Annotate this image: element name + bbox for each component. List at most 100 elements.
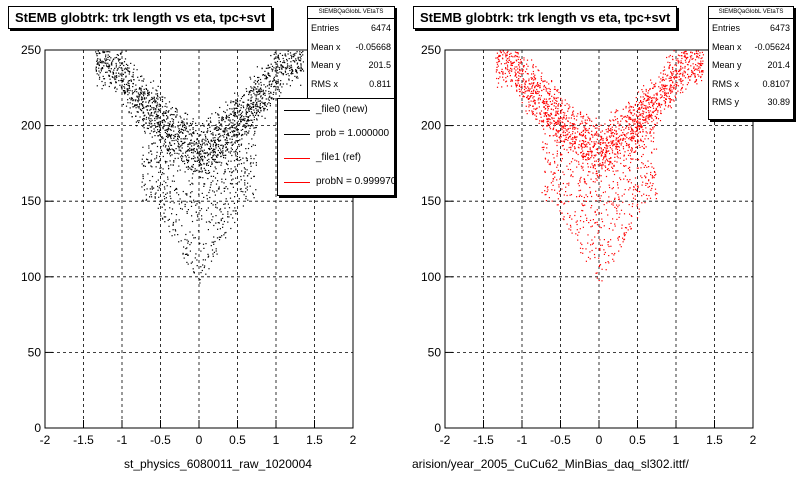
data-point: [119, 64, 121, 66]
data-point: [108, 66, 110, 68]
data-point: [611, 253, 613, 255]
data-point: [515, 74, 517, 76]
data-point: [167, 149, 169, 151]
data-point: [700, 64, 703, 67]
data-point: [143, 161, 145, 163]
data-point: [199, 164, 201, 166]
data-point: [186, 212, 188, 214]
data-point: [604, 160, 606, 162]
data-point: [617, 153, 619, 155]
data-point: [654, 188, 657, 190]
data-point: [260, 109, 262, 111]
data-point: [202, 123, 204, 125]
data-point: [628, 128, 630, 130]
data-point: [603, 225, 605, 227]
data-point: [156, 93, 159, 95]
data-point: [183, 257, 185, 259]
data-point: [177, 170, 179, 172]
data-point: [165, 110, 167, 112]
data-point: [155, 89, 157, 91]
data-point: [632, 119, 634, 121]
data-point: [121, 87, 123, 89]
data-point: [154, 123, 156, 125]
data-point: [208, 172, 210, 174]
data-point: [115, 66, 117, 68]
data-point: [132, 106, 134, 108]
data-point: [607, 160, 609, 162]
data-point: [581, 120, 583, 122]
data-point: [683, 52, 685, 54]
data-point: [521, 69, 523, 71]
data-point: [583, 143, 585, 146]
data-point: [170, 197, 172, 200]
data-point: [230, 126, 232, 128]
x-tick-label: 1: [673, 433, 680, 447]
data-point: [628, 223, 630, 225]
data-point: [634, 140, 636, 142]
data-point: [669, 100, 671, 102]
data-point: [198, 277, 200, 280]
data-point: [596, 224, 599, 226]
data-point: [202, 150, 204, 153]
data-point: [631, 149, 633, 151]
data-point: [225, 231, 227, 234]
data-point: [185, 126, 187, 128]
data-point: [232, 217, 234, 219]
data-point: [697, 67, 699, 69]
data-point: [592, 242, 594, 244]
data-point: [684, 59, 686, 61]
data-point: [237, 120, 239, 122]
data-point: [673, 50, 675, 52]
data-point: [240, 135, 243, 137]
data-point: [668, 104, 670, 107]
data-point: [227, 216, 229, 218]
data-point: [129, 102, 131, 104]
data-point: [141, 91, 143, 93]
data-point: [300, 58, 302, 60]
data-point: [300, 67, 302, 69]
data-point: [142, 199, 144, 201]
data-point: [127, 102, 129, 104]
data-point: [176, 109, 178, 111]
data-point: [232, 119, 234, 121]
data-point: [134, 91, 136, 93]
data-point: [629, 123, 631, 126]
data-point: [639, 131, 641, 133]
data-point: [651, 101, 653, 103]
data-point: [601, 164, 603, 166]
data-point: [284, 67, 286, 69]
data-point: [641, 202, 643, 204]
data-point: [608, 255, 610, 257]
data-point: [143, 88, 145, 90]
data-point: [694, 53, 696, 55]
data-point: [649, 182, 651, 184]
data-point: [194, 143, 196, 145]
data-point: [125, 91, 127, 93]
data-point: [637, 159, 640, 161]
data-point: [666, 75, 668, 77]
stats-value: -0.05624: [754, 41, 790, 52]
data-point: [205, 172, 207, 174]
data-point: [598, 128, 600, 130]
data-point: [151, 125, 153, 127]
data-point: [668, 56, 670, 58]
data-point: [685, 61, 687, 63]
data-point: [201, 218, 203, 220]
data-point: [649, 88, 651, 90]
data-point: [169, 135, 171, 137]
data-point: [135, 99, 137, 101]
data-point: [604, 170, 606, 172]
data-point: [210, 151, 212, 153]
data-point: [642, 131, 644, 133]
data-point: [166, 192, 168, 194]
data-point: [286, 67, 288, 70]
data-point: [181, 120, 183, 122]
data-point: [592, 181, 594, 183]
data-point: [235, 150, 237, 152]
data-point: [207, 155, 209, 157]
data-point: [273, 79, 275, 81]
data-point: [615, 147, 617, 149]
data-point: [554, 172, 556, 174]
data-point: [188, 149, 190, 151]
data-point: [222, 147, 224, 150]
